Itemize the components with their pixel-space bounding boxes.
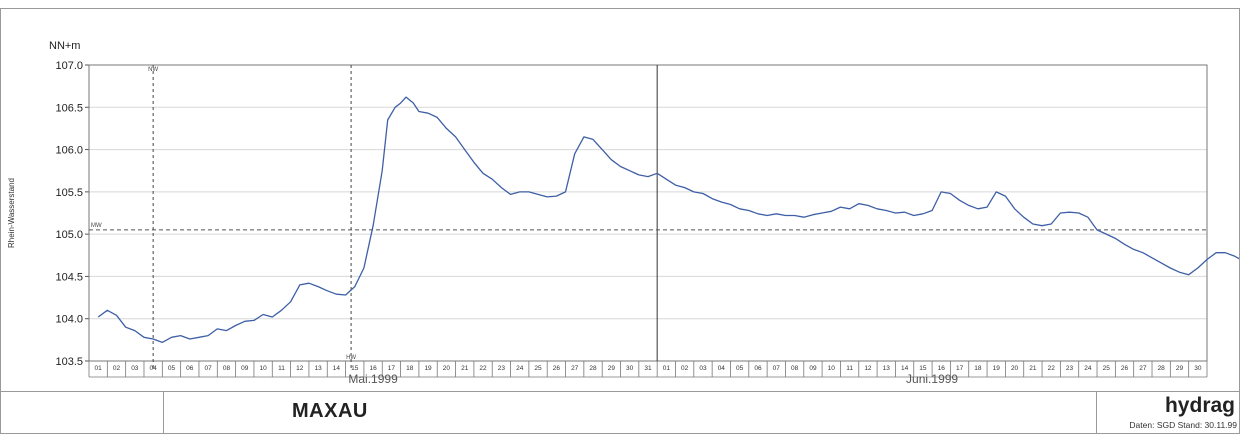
day-label: 04 — [150, 365, 158, 372]
day-label: 31 — [644, 365, 652, 372]
day-label: 12 — [296, 365, 304, 372]
day-label: 15 — [351, 365, 359, 372]
day-label: 03 — [131, 365, 139, 372]
day-label: 09 — [809, 365, 817, 372]
day-label: 17 — [956, 365, 964, 372]
y-tick-label: 107.0 — [55, 60, 83, 72]
day-label: 10 — [828, 365, 836, 372]
month-label: Mai.1999 — [348, 372, 398, 386]
day-label: 19 — [424, 365, 432, 372]
footer-empty-cell — [1, 392, 164, 434]
day-label: 07 — [205, 365, 213, 372]
day-label: 21 — [461, 365, 469, 372]
day-label: 11 — [278, 365, 285, 372]
day-label: 23 — [1066, 365, 1074, 372]
day-label: 13 — [314, 365, 322, 372]
y-tick-label: 105.0 — [55, 229, 83, 241]
day-label: 16 — [938, 365, 946, 372]
day-label: 28 — [1158, 365, 1166, 372]
day-label: 01 — [663, 365, 671, 372]
day-label: 14 — [333, 365, 341, 372]
day-label: 20 — [1011, 365, 1019, 372]
day-label: 25 — [1103, 365, 1111, 372]
day-label: 18 — [406, 365, 414, 372]
day-label: 30 — [626, 365, 634, 372]
y-tick-label: 106.5 — [55, 102, 83, 114]
day-label: 01 — [95, 365, 103, 372]
day-label: 29 — [1176, 365, 1184, 372]
day-label: 25 — [534, 365, 542, 372]
plot-area — [88, 64, 1208, 362]
brand-logo-text: hydrag — [1164, 394, 1235, 417]
day-label: 30 — [1194, 365, 1202, 372]
day-label: 29 — [608, 365, 616, 372]
day-label: 06 — [186, 365, 194, 372]
day-label: 15 — [919, 365, 927, 372]
y-tick-label: 103.5 — [55, 356, 83, 368]
day-label: 08 — [223, 365, 231, 372]
day-label: 21 — [1029, 365, 1037, 372]
day-label: 12 — [864, 365, 872, 372]
day-label: 18 — [974, 365, 982, 372]
day-label: 22 — [1048, 365, 1056, 372]
footer-station-cell: MAXAU — [164, 392, 1097, 434]
day-label: 08 — [791, 365, 799, 372]
day-label: 10 — [259, 365, 267, 372]
day-label: 04 — [718, 365, 726, 372]
day-label: 24 — [516, 365, 524, 372]
day-label: 24 — [1084, 365, 1092, 372]
y-tick-label: 105.5 — [55, 187, 83, 199]
month-label: Juni.1999 — [906, 372, 958, 386]
day-label: 14 — [901, 365, 909, 372]
day-label: 19 — [993, 365, 1001, 372]
day-label: 09 — [241, 365, 249, 372]
y-tick-label: 104.5 — [55, 271, 83, 283]
water-level-series-line — [97, 96, 1239, 344]
day-label: 11 — [846, 365, 853, 372]
y-tick-label: 106.0 — [55, 145, 83, 157]
footer-brand-cell: hydrag Daten: SGD Stand: 30.11.99 — [1097, 392, 1241, 434]
day-label: 03 — [699, 365, 707, 372]
day-label: 23 — [498, 365, 506, 372]
day-label: 05 — [168, 365, 176, 372]
day-label: 02 — [681, 365, 689, 372]
day-label: 22 — [479, 365, 487, 372]
day-label: 16 — [369, 365, 377, 372]
day-label: 02 — [113, 365, 121, 372]
day-label: 26 — [553, 365, 561, 372]
day-label: 27 — [571, 365, 579, 372]
station-name: MAXAU — [292, 400, 368, 422]
day-label: 07 — [773, 365, 781, 372]
y-unit-label: NN+m — [49, 40, 80, 52]
day-label: 17 — [388, 365, 396, 372]
water-level-chart: 103.5 104.0 104.5 105.0 105.5 106.0 106.5 107.0… — [7, 40, 1239, 386]
day-label: 26 — [1121, 365, 1129, 372]
day-label: 28 — [589, 365, 597, 372]
chart-frame: 103.5 104.0 104.5 105.0 105.5 106.0 106.5 107.0… — [0, 8, 1240, 392]
mean-water-label: MW — [91, 223, 102, 229]
marker-label: HW — [346, 355, 356, 361]
day-label: 27 — [1139, 365, 1147, 372]
marker-label: NW — [148, 67, 158, 73]
day-label: 20 — [443, 365, 451, 372]
data-source-note: Daten: SGD Stand: 30.11.99 — [1129, 420, 1237, 430]
footer-bar: MAXAU hydrag Daten: SGD Stand: 30.11.99 — [0, 392, 1240, 434]
day-label: 13 — [883, 365, 891, 372]
y-tick-label: 104.0 — [55, 314, 83, 326]
day-label: 05 — [736, 365, 744, 372]
day-label: 06 — [754, 365, 762, 372]
y-axis-label: Rhein-Wasserstand — [7, 178, 16, 248]
